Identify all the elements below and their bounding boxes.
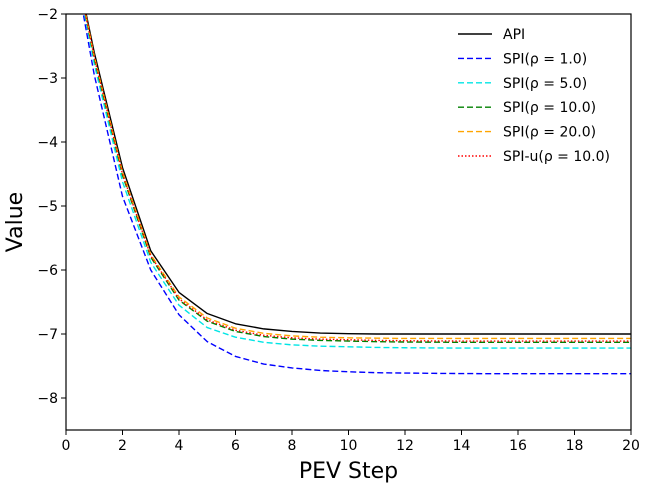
- y-tick-label: −8: [37, 391, 58, 407]
- x-tick-label: 14: [453, 438, 471, 454]
- x-tick-label: 6: [231, 438, 240, 454]
- legend-label-4: SPI(ρ = 20.0): [503, 125, 596, 141]
- x-tick-label: 10: [340, 438, 358, 454]
- y-tick-label: −4: [37, 135, 58, 151]
- series-layer: [82, 14, 631, 375]
- legend-label-1: SPI(ρ = 1.0): [503, 51, 587, 67]
- series-line-3: [84, 14, 631, 344]
- x-tick-label: 2: [118, 438, 127, 454]
- x-tick-label: 12: [396, 438, 414, 454]
- legend: API SPI(ρ = 1.0) SPI(ρ = 5.0) SPI(ρ = 10.0)…: [458, 27, 610, 165]
- series-line-0: [85, 14, 631, 335]
- y-axis: −8 −7 −6 −5 −4 −3 −2: [37, 7, 66, 407]
- series-line-5: [84, 14, 631, 342]
- legend-label-3: SPI(ρ = 10.0): [503, 100, 596, 116]
- legend-label-5: SPI-u(ρ = 10.0): [503, 149, 610, 165]
- x-tick-label: 0: [62, 438, 71, 454]
- series-line-2: [83, 14, 631, 349]
- y-tick-label: −2: [37, 7, 58, 23]
- plot-area: [66, 14, 631, 430]
- y-tick-label: −7: [37, 327, 58, 343]
- y-tick-label: −5: [37, 199, 58, 215]
- y-axis-label: Value: [3, 192, 28, 252]
- series-line-1: [82, 14, 631, 375]
- legend-label-2: SPI(ρ = 5.0): [503, 76, 587, 92]
- x-tick-label: 20: [622, 438, 640, 454]
- series-line-4: [84, 14, 631, 340]
- x-axis-label: PEV Step: [299, 459, 398, 484]
- x-tick-label: 18: [566, 438, 584, 454]
- x-axis: 0 2 4 6 8 10 12 14 16 18 20: [62, 430, 640, 454]
- x-tick-label: 4: [175, 438, 184, 454]
- x-tick-label: 16: [509, 438, 527, 454]
- x-tick-label: 8: [288, 438, 297, 454]
- y-tick-label: −3: [37, 71, 58, 87]
- legend-label-0: API: [503, 27, 525, 43]
- y-tick-label: −6: [37, 263, 58, 279]
